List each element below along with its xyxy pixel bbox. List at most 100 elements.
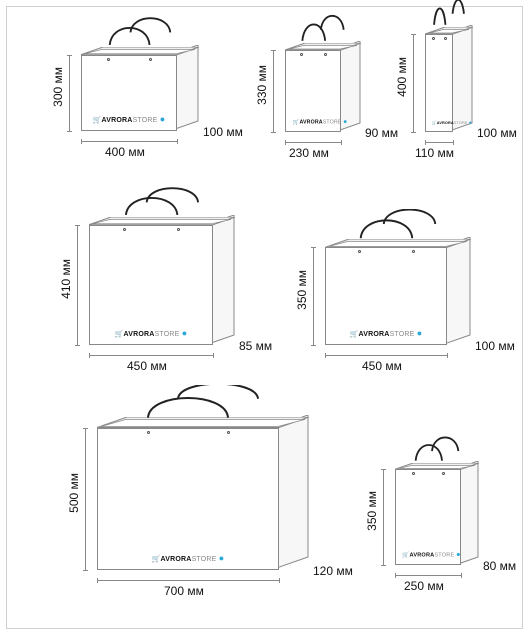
dim-label-depth: 90 мм [365,126,398,140]
handle-eyelet [412,250,415,253]
brand-bold: AVRORA [102,117,133,124]
dim-guide [383,469,384,565]
cart-icon: 🛒 [293,120,300,125]
dim-tick [381,565,386,566]
dim-tick [411,132,416,133]
cart-icon: 🛒 [93,117,102,124]
dim-tick [177,139,178,144]
dim-guide [425,142,453,143]
bag-2: 🛒AVRORASTORE ● [285,43,361,132]
dim-tick [411,34,416,35]
bag-5: 🛒AVRORASTORE ● [325,239,471,345]
handle-eyelet [300,53,303,56]
dim-tick [325,353,326,358]
dim-guide [273,50,274,132]
bag-side-face [460,461,480,565]
bag-1: 🛒AVRORASTORE ● [81,47,199,131]
bag-side-face [176,45,200,131]
dim-label-width: 700 мм [164,584,204,598]
bag-front-face: 🛒AVRORASTORE ● [395,469,461,565]
brand-logo: 🛒AVRORASTORE ● [326,328,446,338]
dim-tick [213,353,214,358]
dim-tick [81,139,82,144]
dim-guide [325,355,447,356]
brand-bold: AVRORA [124,331,155,338]
brand-dot: ● [182,328,188,338]
dim-tick [89,353,90,358]
dim-guide [413,34,414,132]
bag-front-face: 🛒AVRORASTORE ● [425,34,453,132]
dim-label-depth: 100 мм [475,339,515,353]
dim-tick [395,573,396,578]
dim-label-width: 230 мм [289,146,329,160]
dim-label-width: 250 мм [404,579,444,593]
dim-label-depth: 85 мм [239,339,272,353]
handle-eyelet [444,37,447,40]
dim-tick [279,578,280,583]
handle-eyelet [324,53,327,56]
handle-eyelet [149,58,152,61]
brand-light: STORE [133,117,158,124]
handle-eyelet [107,58,110,61]
bag-side-face [446,237,472,345]
dim-tick [83,570,88,571]
cart-icon: 🛒 [402,553,409,559]
dim-tick [285,140,286,145]
dim-tick [67,131,72,132]
bag-front-face: 🛒AVRORASTORE ● [81,55,177,131]
brand-light: STORE [155,331,180,338]
brand-logo: 🛒AVRORASTORE ● [402,550,453,558]
dim-guide [81,141,177,142]
brand-bold: AVRORA [359,331,390,338]
dim-guide [395,575,461,576]
bag-front-face: 🛒AVRORASTORE ● [89,225,213,345]
bag-front-face: 🛒AVRORASTORE ● [97,428,279,570]
brand-dot: ● [469,120,472,126]
brand-light: STORE [454,121,468,125]
handle-eyelet [412,472,415,475]
dim-tick [97,578,98,583]
brand-light: STORE [192,556,217,563]
brand-dot: ● [219,553,225,563]
dim-guide [97,580,279,581]
bag-side-face [212,215,236,345]
dim-tick [453,140,454,145]
brand-logo: 🛒AVRORASTORE ● [90,328,212,338]
dim-tick [381,469,386,470]
bag-7: 🛒AVRORASTORE ● [395,463,479,565]
dim-guide [89,355,213,356]
brand-logo: 🛒AVRORASTORE ● [293,118,334,126]
bag-front-face: 🛒AVRORASTORE ● [285,50,341,132]
brand-logo: 🛒AVRORASTORE ● [432,120,446,126]
handle-eyelet [123,228,126,231]
brand-logo: 🛒AVRORASTORE ● [82,114,176,124]
dim-label-depth: 80 мм [483,559,516,573]
dim-label-depth: 120 мм [313,564,353,578]
brand-bold: AVRORA [299,120,322,125]
dim-guide [77,225,78,345]
dim-label-depth: 100 мм [203,125,243,139]
dim-tick [75,225,80,226]
dim-tick [311,247,316,248]
handle-eyelet [358,250,361,253]
dim-label-height: 500 мм [67,473,81,513]
dim-label-depth: 100 мм [477,126,517,140]
bag-6: 🛒AVRORASTORE ● [97,417,309,570]
dim-label-width: 450 мм [127,359,167,373]
dim-label-width: 450 мм [362,359,402,373]
dim-tick [425,140,426,145]
cart-icon: 🛒 [350,331,359,338]
dim-guide [85,428,86,570]
brand-logo: 🛒AVRORASTORE ● [98,553,278,563]
dim-label-height: 350 мм [365,491,379,531]
dim-label-height: 300 мм [51,67,65,107]
dim-label-height: 330 мм [255,65,269,105]
brand-dot: ● [456,550,461,558]
brand-dot: ● [417,328,423,338]
bag-side-face [278,415,310,570]
cart-icon: 🛒 [152,556,161,563]
brand-bold: AVRORA [410,553,435,559]
dim-guide [69,55,70,131]
dim-tick [75,345,80,346]
bag-4: 🛒AVRORASTORE ● [89,217,235,345]
